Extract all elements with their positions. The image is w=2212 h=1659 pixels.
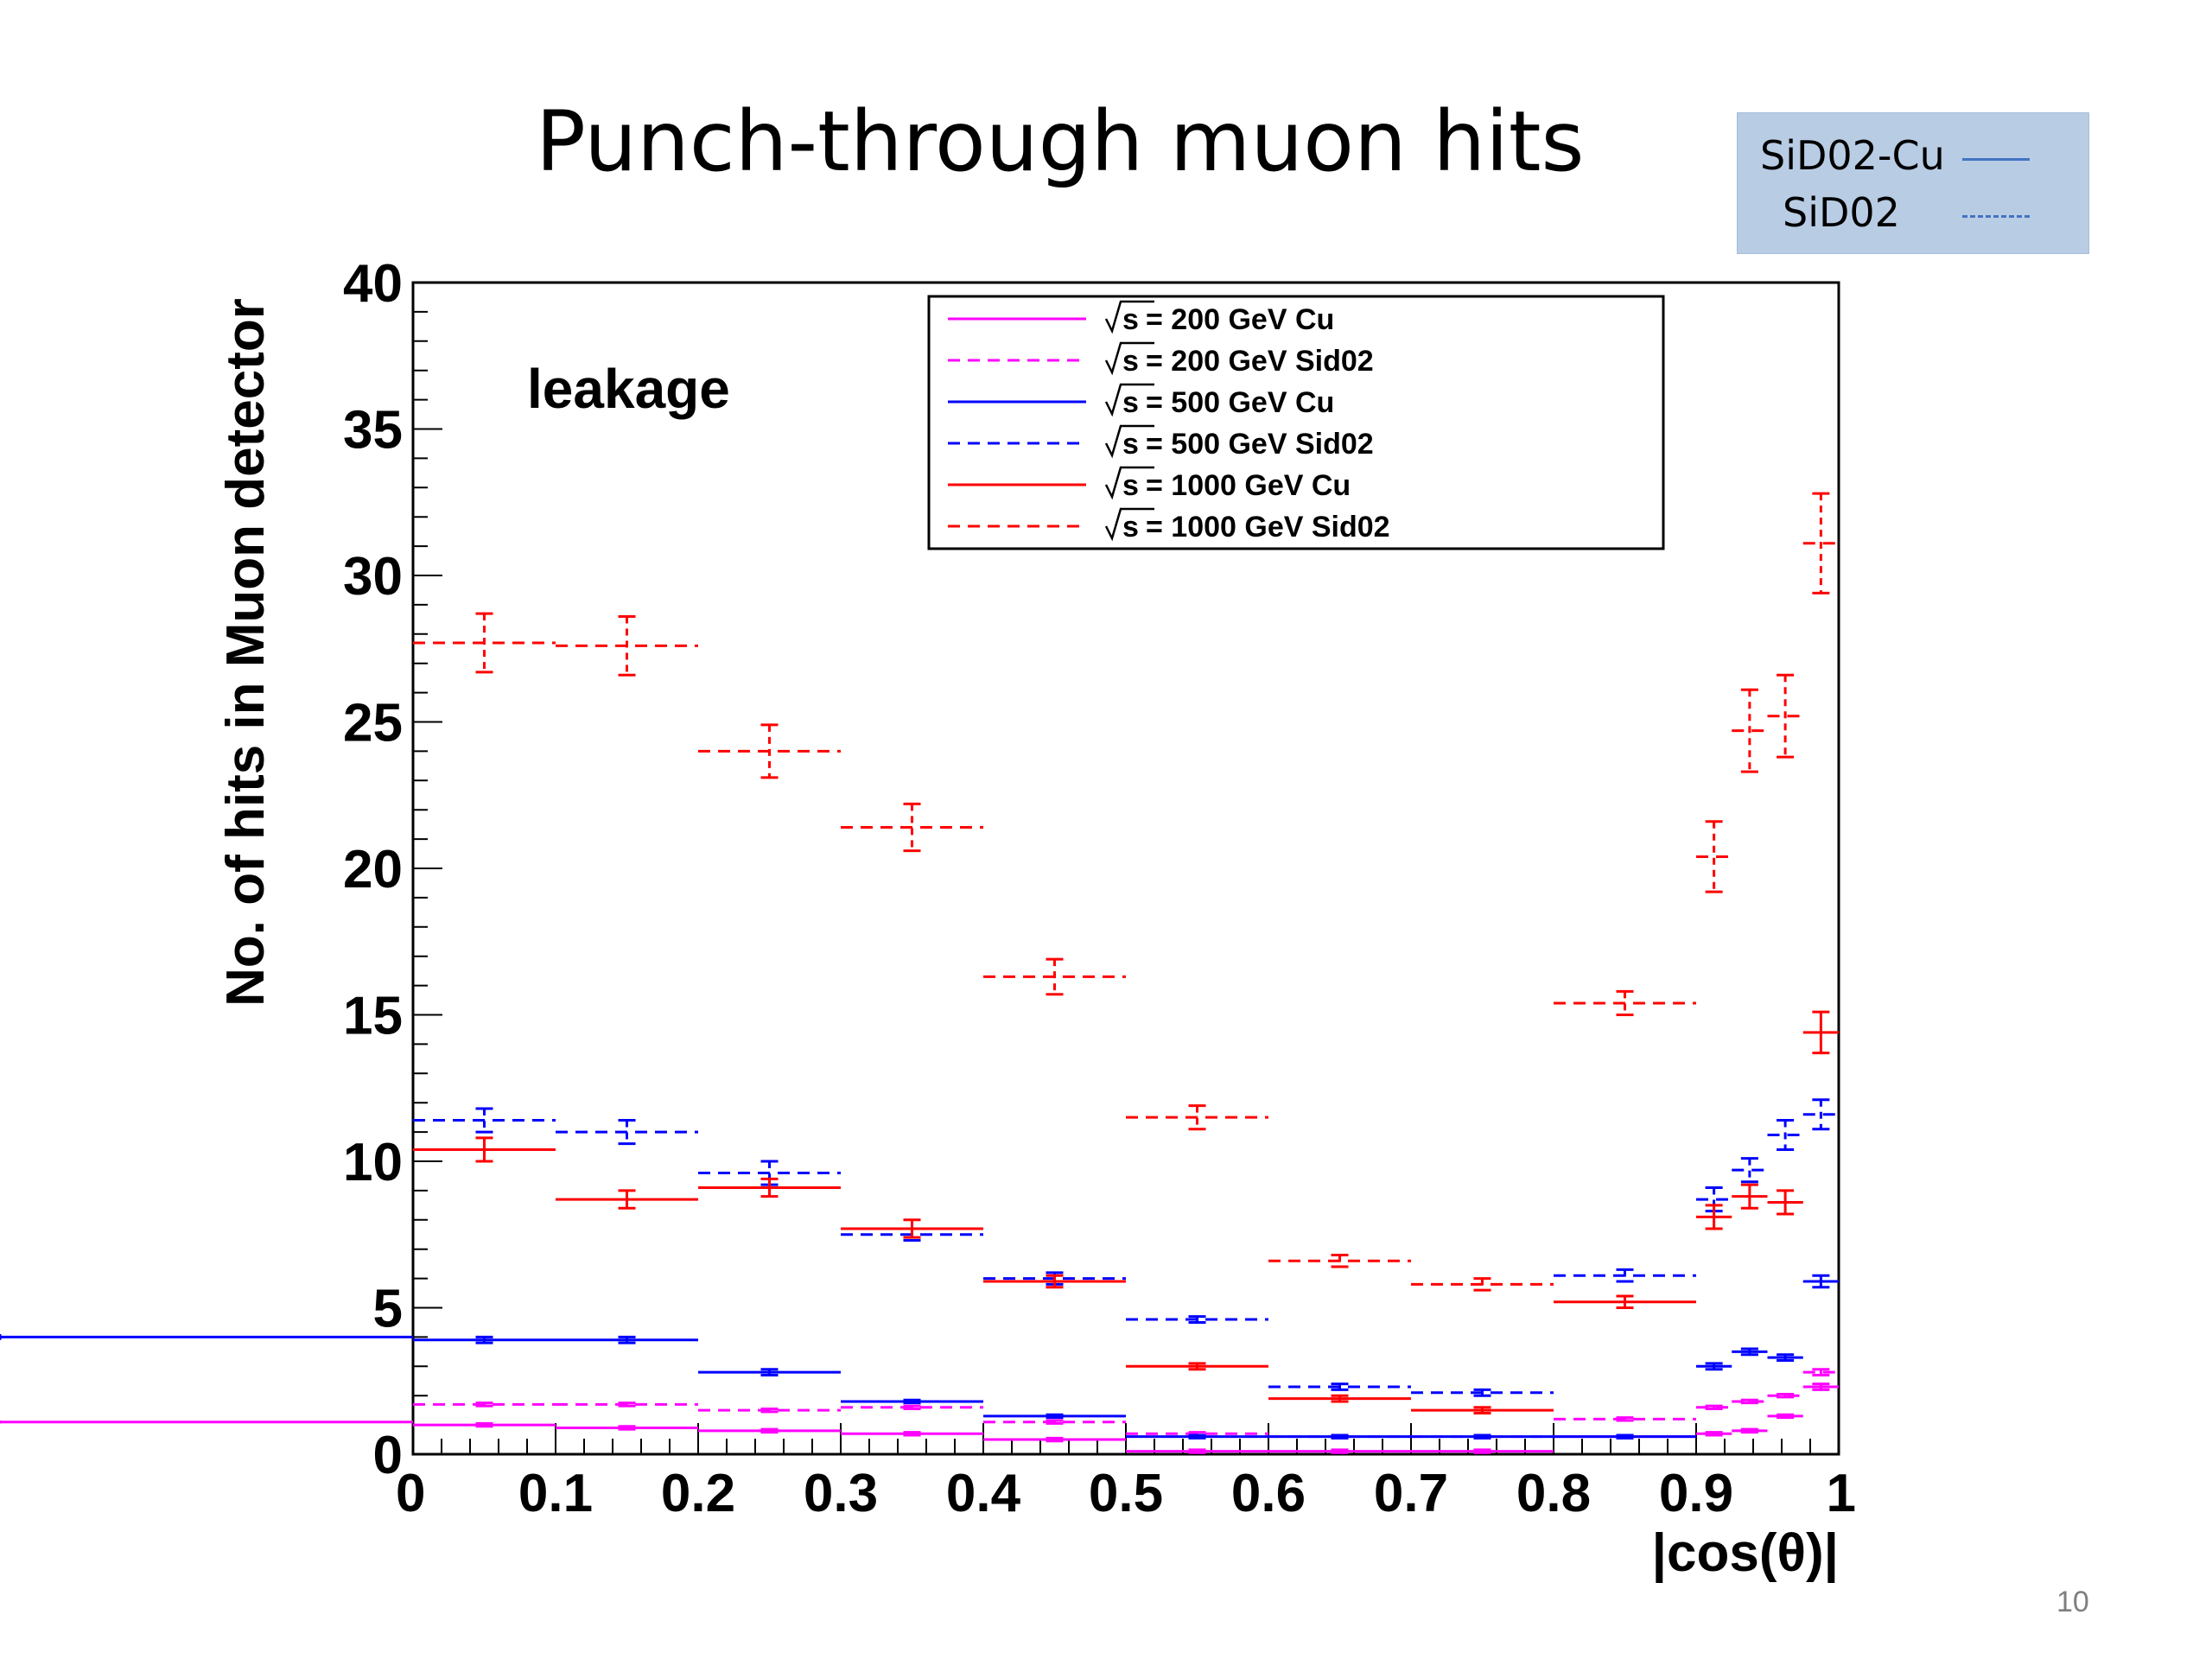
- chart-legend-entry: s = 1000 GeV Sid02: [948, 507, 1390, 543]
- solid-line-icon: [1962, 158, 2030, 161]
- sqrt-icon: [1104, 341, 1154, 376]
- chart-legend-entry: s = 200 GeV Sid02: [948, 341, 1374, 378]
- series-5: [413, 492, 1839, 1292]
- y-tick-label: 30: [343, 547, 403, 607]
- dashed-line-icon: [1962, 215, 2030, 218]
- series-0: [0, 1382, 1839, 1454]
- axes: 0 5 10 15 20 25 30 35 40 0 0.1 0.2 0.3 0.4 0.5 0.6 0.7 0.…: [343, 254, 1856, 1523]
- chart-legend-entry: s = 500 GeV Cu: [948, 383, 1334, 419]
- chart-legend-sqrt-label: s: [1122, 469, 1139, 502]
- chart-legend-label: = 500 GeV Sid02: [1146, 428, 1374, 461]
- config-legend-label-sid02: SiD02: [1783, 189, 1900, 236]
- chart-legend-entry: s = 500 GeV Sid02: [948, 424, 1374, 461]
- y-tick-label: 0: [373, 1426, 403, 1485]
- chart-legend-label: = 500 GeV Cu: [1146, 386, 1334, 419]
- sqrt-icon: [1104, 383, 1154, 417]
- chart-legend-sqrt-label: s: [1122, 511, 1139, 543]
- config-legend-entry-cu: SiD02-Cu: [1738, 132, 2088, 184]
- sqrt-icon: [1104, 424, 1154, 459]
- y-axis-label: No. of hits in Muon detector: [216, 298, 276, 1007]
- config-legend-entry-sid02: SiD02: [1738, 189, 2088, 241]
- y-tick-label: 25: [343, 694, 403, 753]
- x-tick-label: 0.8: [1516, 1464, 1591, 1523]
- series-4: [413, 1010, 1839, 1415]
- sqrt-icon: [1104, 300, 1154, 334]
- y-tick-label: 40: [343, 254, 403, 314]
- x-tick-label: 0.9: [1659, 1464, 1733, 1523]
- y-tick-label: 35: [343, 401, 403, 461]
- x-tick-label: 0.1: [518, 1464, 593, 1523]
- chart-legend-entry: s = 200 GeV Cu: [948, 300, 1334, 336]
- chart-legend-label: = 200 GeV Sid02: [1146, 345, 1374, 378]
- x-tick-label: 0.7: [1374, 1464, 1448, 1523]
- y-tick-label: 5: [373, 1280, 403, 1339]
- slide-title: Punch-through muon hits: [536, 93, 1585, 190]
- chart-legend-label: = 1000 GeV Sid02: [1146, 511, 1390, 543]
- y-tick-label: 15: [343, 987, 403, 1046]
- y-tick-label: 20: [343, 840, 403, 899]
- chart-legend-entry: s = 1000 GeV Cu: [948, 466, 1351, 502]
- x-tick-label: 0.4: [946, 1464, 1021, 1523]
- chart-legend-sqrt-label: s: [1122, 386, 1139, 419]
- x-tick-label: 0.3: [804, 1464, 878, 1523]
- x-tick-label: 0: [396, 1464, 425, 1523]
- x-tick-label: 0.6: [1231, 1464, 1306, 1523]
- series-3: [413, 1098, 1839, 1397]
- chart-legend-sqrt-label: s: [1122, 428, 1139, 461]
- chart-legend-label: = 200 GeV Cu: [1146, 303, 1334, 336]
- chart-legend-sqrt-label: s: [1122, 303, 1139, 336]
- y-tick-label: 10: [343, 1133, 403, 1192]
- x-axis-label: |cos(θ)|: [1652, 1523, 1839, 1584]
- sqrt-icon: [1104, 507, 1154, 542]
- config-legend-box: SiD02-Cu SiD02: [1737, 112, 2089, 254]
- page-number: 10: [2056, 1586, 2089, 1618]
- sqrt-icon: [1104, 466, 1154, 500]
- chart-legend-frame: [927, 295, 1665, 550]
- x-tick-label: 0.2: [661, 1464, 735, 1523]
- x-tick-label: 1: [1827, 1464, 1856, 1523]
- series-2: [0, 1274, 1839, 1440]
- series-layer: [0, 492, 1839, 1454]
- leakage-annotation: leakage: [527, 358, 730, 420]
- x-tick-label: 0.5: [1089, 1464, 1163, 1523]
- chart-legend-label: = 1000 GeV Cu: [1146, 469, 1351, 502]
- config-legend-label-cu: SiD02-Cu: [1760, 132, 1945, 179]
- chart-legend-sqrt-label: s: [1122, 345, 1139, 378]
